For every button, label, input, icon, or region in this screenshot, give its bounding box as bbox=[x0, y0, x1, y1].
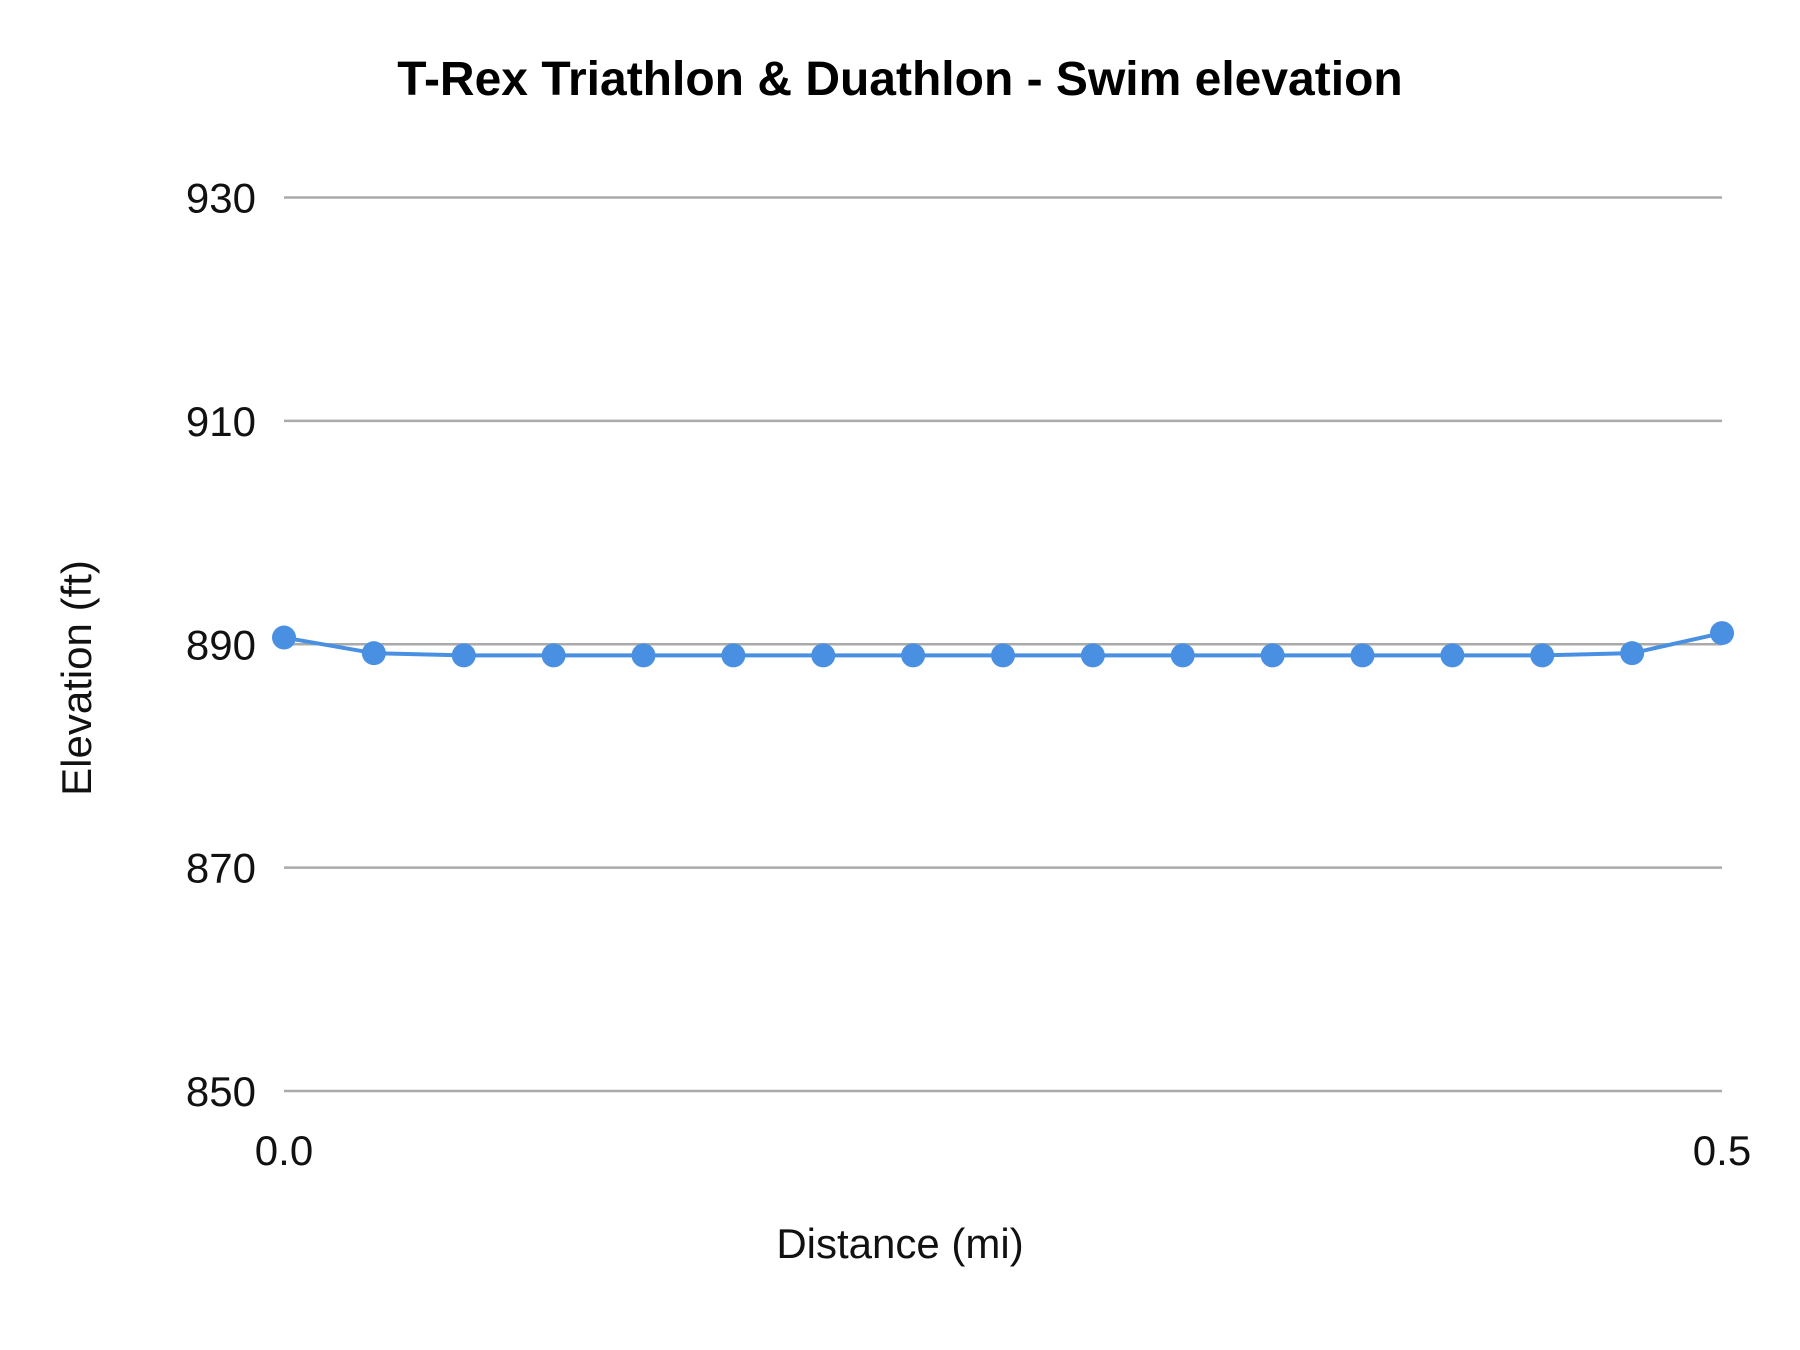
y-tick-label: 870 bbox=[186, 845, 256, 892]
data-point bbox=[991, 643, 1015, 668]
y-tick-label: 930 bbox=[186, 175, 256, 222]
data-point bbox=[901, 643, 926, 668]
x-tick-label: 0.5 bbox=[1693, 1127, 1751, 1174]
data-point bbox=[1440, 643, 1465, 668]
data-point bbox=[1620, 641, 1645, 666]
series-line bbox=[272, 621, 1734, 668]
x-tick-label: 0.0 bbox=[255, 1127, 313, 1174]
y-tick-label: 850 bbox=[186, 1068, 256, 1115]
data-point bbox=[361, 641, 386, 666]
data-point bbox=[721, 643, 746, 668]
y-tick-label: 910 bbox=[186, 398, 256, 445]
data-point bbox=[1350, 643, 1375, 668]
x-tick-labels: 0.0 0.5 bbox=[255, 1127, 1751, 1174]
data-point bbox=[451, 643, 476, 668]
data-point bbox=[1260, 643, 1285, 668]
data-point bbox=[1170, 643, 1195, 668]
y-tick-label: 890 bbox=[186, 621, 256, 668]
data-point bbox=[1080, 643, 1105, 668]
y-axis-label: Elevation (ft) bbox=[53, 560, 100, 796]
data-point bbox=[272, 625, 296, 650]
x-axis-label: Distance (mi) bbox=[776, 1220, 1023, 1267]
data-point bbox=[811, 643, 836, 668]
chart-title: T-Rex Triathlon & Duathlon - Swim elevat… bbox=[397, 53, 1402, 106]
data-point bbox=[541, 643, 566, 668]
data-point bbox=[1710, 621, 1734, 646]
y-tick-labels: 850 870 890 910 930 bbox=[186, 175, 256, 1116]
data-point bbox=[1530, 643, 1555, 668]
data-point bbox=[631, 643, 656, 668]
